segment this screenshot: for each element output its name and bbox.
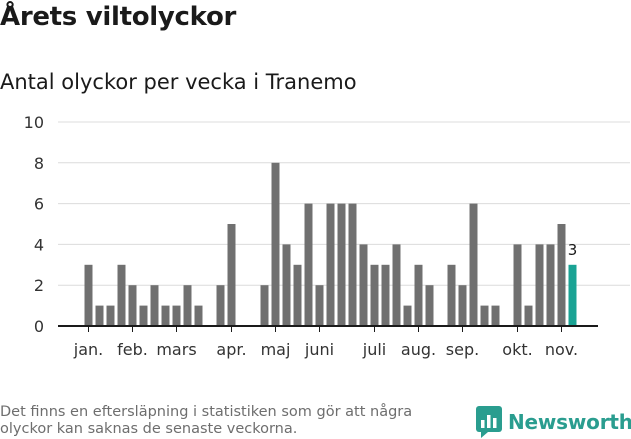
bar <box>315 285 324 326</box>
x-tick-label: juni <box>304 340 334 359</box>
x-axis-month-labels: jan. feb. mars apr. maj juni juli aug. sep. okt. n… <box>73 340 578 359</box>
bar-chart: 0 2 4 6 8 10 jan. feb. mars apr. maj juni juli aug. s… <box>24 113 630 359</box>
y-tick-label: 2 <box>34 276 44 295</box>
y-tick-label: 4 <box>34 235 44 254</box>
bar <box>128 285 137 326</box>
newsworthy-logo-icon <box>476 406 502 438</box>
bar <box>95 305 104 326</box>
bar <box>425 285 434 326</box>
x-tick-label: okt. <box>502 340 532 359</box>
bar <box>216 285 225 326</box>
bars <box>84 162 577 326</box>
x-tick-label: sep. <box>446 340 479 359</box>
brand-logo: Newsworthy <box>476 406 631 438</box>
bar <box>381 264 390 326</box>
bar <box>117 264 126 326</box>
bar <box>271 162 280 326</box>
bar <box>172 305 181 326</box>
x-tick-label: jan. <box>73 340 103 359</box>
y-tick-label: 0 <box>34 317 44 336</box>
annotations: 3 <box>568 241 578 259</box>
x-tick-label: apr. <box>216 340 246 359</box>
bar <box>370 264 379 326</box>
x-tick-label: juli <box>362 340 386 359</box>
bar <box>447 264 456 326</box>
bar <box>546 244 555 326</box>
bar <box>84 264 93 326</box>
bar <box>535 244 544 326</box>
y-tick-label: 10 <box>24 113 44 132</box>
x-axis <box>58 325 598 332</box>
bar <box>282 244 291 326</box>
bar-current-week <box>568 264 577 326</box>
bar <box>359 244 368 326</box>
chart-subtitle: Antal olyckor per vecka i Tranemo <box>0 70 357 94</box>
current-week-value-label: 3 <box>568 241 578 259</box>
footnote: Det finns en eftersläpning i statistiken… <box>0 404 413 437</box>
x-tick-label: feb. <box>117 340 148 359</box>
bar <box>513 244 522 326</box>
chart-title: Årets viltolyckor <box>0 2 237 32</box>
bar <box>491 305 500 326</box>
bar <box>392 244 401 326</box>
x-tick-label: mars <box>156 340 196 359</box>
bar <box>139 305 148 326</box>
y-tick-label: 6 <box>34 195 44 214</box>
bar <box>150 285 159 326</box>
bar <box>480 305 489 326</box>
y-axis-ticks: 0 2 4 6 8 10 <box>24 113 44 336</box>
bar <box>524 305 533 326</box>
bar <box>183 285 192 326</box>
x-tick-label: nov. <box>545 340 578 359</box>
bar <box>458 285 467 326</box>
bar <box>293 264 302 326</box>
bar <box>414 264 423 326</box>
bar <box>106 305 115 326</box>
bar <box>557 224 566 326</box>
x-tick-label: aug. <box>401 340 436 359</box>
bar <box>194 305 203 326</box>
bar <box>469 203 478 326</box>
bar <box>161 305 170 326</box>
y-tick-label: 8 <box>34 154 44 173</box>
brand-name: Newsworthy <box>508 410 631 434</box>
bar <box>348 203 357 326</box>
bar <box>304 203 313 326</box>
bar <box>227 224 236 326</box>
bar <box>260 285 269 326</box>
bar <box>403 305 412 326</box>
x-tick-label: maj <box>261 340 291 359</box>
bar <box>337 203 346 326</box>
bar <box>326 203 335 326</box>
